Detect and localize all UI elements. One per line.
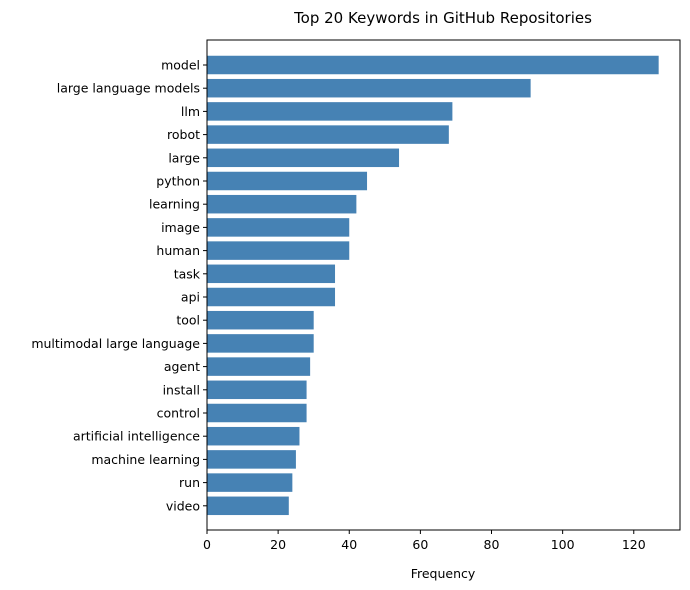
bar-16 [207,426,300,446]
y-tick-label-12: multimodal large language [31,336,200,351]
y-tick-label-2: llm [181,104,200,119]
x-tick-label-3: 60 [412,537,428,552]
bar-17 [207,450,296,469]
bars-layer [207,55,659,516]
y-tick-label-15: control [157,406,200,421]
y-tick-label-9: task [174,266,201,281]
y-tick-label-18: run [179,475,200,490]
y-tick-label-4: large [168,150,200,165]
bar-5 [207,171,368,191]
bar-13 [207,357,311,376]
bar-19 [207,496,289,516]
y-tick-label-19: video [166,498,200,513]
y-tick-label-0: model [161,58,200,73]
y-tick-label-10: api [181,290,200,305]
bar-18 [207,473,293,492]
x-tick-label-0: 0 [203,537,211,552]
bar-8 [207,241,350,260]
bar-0 [207,55,659,75]
x-tick-label-1: 20 [270,537,286,552]
axes-layer: model large language models llm robot large p… [31,39,681,552]
bar-10 [207,287,336,307]
y-tick-label-14: install [163,382,200,397]
y-tick-label-5: python [156,174,200,189]
plot-frame [206,39,681,531]
y-tick-label-16: artificial intelligence [73,429,200,444]
bar-11 [207,310,314,330]
y-tick-label-11: tool [176,313,200,328]
bar-6 [207,194,357,214]
y-tick-label-7: image [161,220,200,235]
bar-7 [207,218,350,237]
chart-title: Top 20 Keywords in GitHub Repositories [293,9,592,27]
bar-15 [207,403,307,423]
bar-3 [207,125,449,144]
bar-14 [207,380,307,400]
bar-1 [207,78,531,98]
y-tick-label-6: learning [149,197,200,212]
x-tick-label-6: 120 [622,537,646,552]
y-tick-label-17: machine learning [91,452,200,467]
y-tick-label-8: human [156,243,200,258]
bar-9 [207,264,336,284]
x-tick-label-5: 100 [551,537,575,552]
bar-4 [207,148,400,168]
bar-12 [207,334,314,353]
x-tick-label-4: 80 [484,537,500,552]
y-tick-label-1: large language models [57,81,200,96]
x-axis-label: Frequency [411,566,476,581]
y-tick-label-3: robot [167,127,200,142]
x-tick-label-2: 40 [341,537,357,552]
bar-2 [207,102,453,121]
y-tick-label-13: agent [164,359,200,374]
